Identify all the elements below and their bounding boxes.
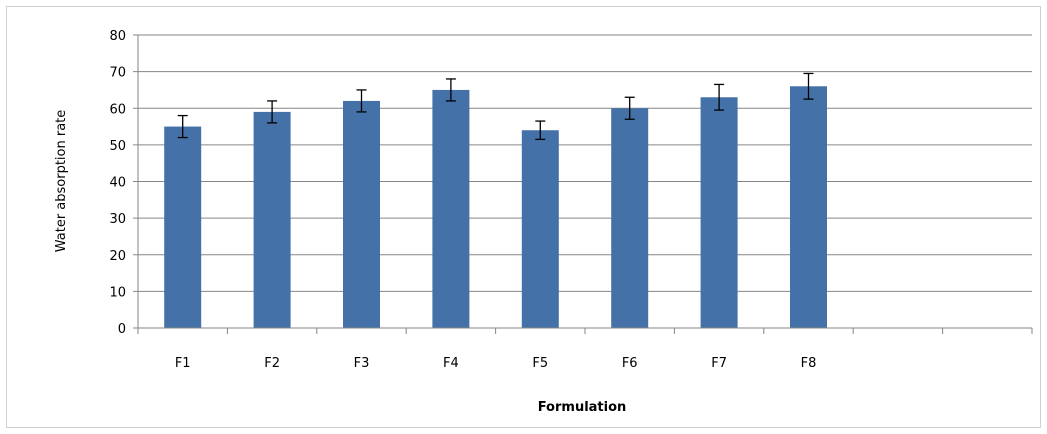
- error-bar-F3: [356, 89, 367, 113]
- x-tick-label-F2: F2: [264, 356, 280, 371]
- bar-F3: [343, 100, 380, 328]
- x-tick-labels: F1 F2 F3 F4 F5 F6 F7 F8: [175, 356, 817, 371]
- y-tick-label-70: 70: [109, 66, 126, 81]
- error-bar-F8: [803, 72, 814, 100]
- error-bars: [177, 72, 814, 141]
- y-tick-label-80: 80: [109, 29, 126, 44]
- y-tick-label-20: 20: [109, 249, 126, 264]
- y-tick-label-10: 10: [109, 285, 126, 300]
- x-axis-title: Formulation: [538, 400, 627, 415]
- y-tick-label-0: 0: [118, 322, 126, 337]
- error-bar-F6: [624, 96, 635, 120]
- error-bar-F2: [267, 100, 278, 124]
- bar-F8: [790, 86, 827, 329]
- x-tick-label-F6: F6: [622, 356, 638, 371]
- bar-F5: [521, 130, 559, 328]
- bar-F4: [432, 89, 470, 328]
- x-tick-label-F8: F8: [801, 356, 817, 371]
- y-axis-title: Water absorption rate: [54, 110, 69, 253]
- x-tick-label-F4: F4: [443, 356, 459, 371]
- bar-F2: [253, 111, 291, 328]
- x-tick-label-F1: F1: [175, 356, 191, 371]
- y-tick-labels: 0 10 20 30 40 50 60 70 80: [109, 29, 126, 337]
- y-tick-label-40: 40: [109, 176, 126, 191]
- error-bar-F7: [714, 83, 725, 111]
- y-tick-label-30: 30: [109, 212, 126, 227]
- bar-F1: [164, 126, 202, 328]
- bar-F6: [611, 108, 649, 328]
- bar-F7: [700, 97, 738, 328]
- error-bar-F5: [535, 120, 546, 141]
- error-bar-F1: [177, 114, 188, 139]
- bars: [164, 86, 827, 329]
- error-bar-F4: [445, 78, 456, 102]
- axes: [133, 34, 1033, 334]
- x-tick-label-F3: F3: [354, 356, 370, 371]
- y-tick-label-60: 60: [109, 102, 126, 117]
- y-tick-label-50: 50: [109, 139, 126, 154]
- x-tick-label-F7: F7: [711, 356, 727, 371]
- x-tick-label-F5: F5: [532, 356, 548, 371]
